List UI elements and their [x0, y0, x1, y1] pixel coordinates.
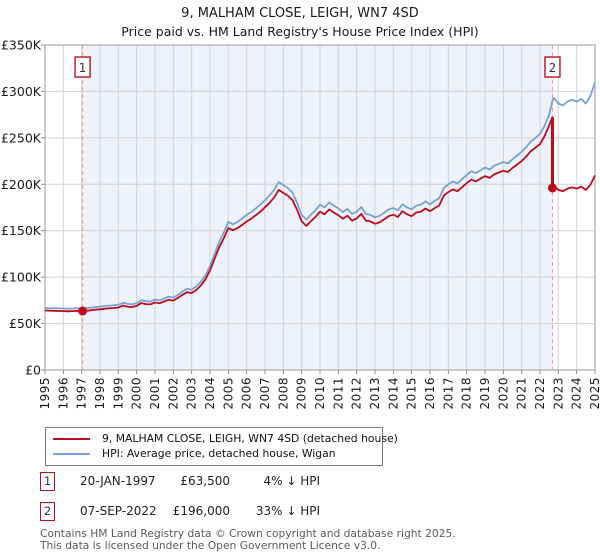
x-tick-label: 1995	[38, 377, 52, 410]
x-tick-label: 2013	[368, 377, 382, 410]
footer: Contains HM Land Registry data © Crown c…	[40, 528, 456, 551]
x-tick-label: 1998	[93, 377, 107, 410]
sale-price-2: £196,000	[172, 504, 230, 518]
sale-hpi-delta-2: 33% ↓ HPI	[255, 504, 320, 518]
footer-line-2: This data is licensed under the Open Gov…	[40, 538, 381, 552]
y-tick-label: £300K	[1, 84, 42, 99]
legend-row-hpi: HPI: Average price, detached house, Wiga…	[46, 446, 382, 461]
sale-price-1: £63,500	[180, 474, 230, 488]
x-tick-label: 1996	[56, 377, 70, 410]
page-title: 9, MALHAM CLOSE, LEIGH, WN7 4SD	[181, 6, 419, 21]
x-tick-label: 2023	[551, 377, 565, 410]
x-tick-label: 2011	[331, 377, 345, 410]
x-tick-label: 2020	[496, 377, 510, 410]
sale-flag-label-1: 1	[79, 61, 87, 75]
sale-row-2: 2 07-SEP-2022 £196,000 33% ↓ HPI	[0, 502, 600, 522]
sale-row-1: 1 20-JAN-1997 £63,500 4% ↓ HPI	[0, 472, 600, 492]
y-tick-label: £100K	[1, 270, 42, 285]
x-tick-label: 2025	[588, 377, 600, 410]
sale-marker-2	[547, 183, 557, 193]
footer-line-1: Contains HM Land Registry data © Crown c…	[40, 527, 456, 540]
y-tick-label: £350K	[1, 38, 42, 53]
price-paid-line	[44, 116, 596, 313]
price-chart-svg: 1995 1996 1997 1998 1999 2000 2001 2002 2003 2004…	[1, 38, 600, 410]
x-tick-label: 2005	[221, 377, 235, 410]
x-tick-label: 2018	[460, 377, 474, 410]
y-tick-label: £250K	[1, 130, 42, 145]
y-tick-label: £150K	[1, 223, 42, 238]
x-tick-label: 2012	[350, 377, 364, 410]
y-tick-label: £200K	[1, 177, 42, 192]
price-paid-line-swatch	[53, 437, 90, 440]
plot-border	[44, 44, 596, 371]
sale-flag-label-2: 2	[549, 61, 557, 75]
sale-flag-box-1	[74, 56, 91, 78]
legend-label-price-paid: 9, MALHAM CLOSE, LEIGH, WN7 4SD (detache…	[102, 432, 398, 445]
sale-number-badge-1: 1	[40, 472, 55, 491]
x-tick-label: 2009	[295, 377, 309, 410]
x-tick-label: 2022	[533, 377, 547, 410]
x-tick-label: 2007	[258, 377, 272, 410]
x-tick-label: 2021	[515, 377, 529, 410]
x-tick-label: 1997	[75, 377, 89, 410]
hpi-line-swatch	[53, 452, 90, 455]
x-tick-label: 2003	[185, 377, 199, 410]
x-tick-label: 2006	[240, 377, 254, 410]
legend: 9, MALHAM CLOSE, LEIGH, WN7 4SD (detache…	[45, 427, 398, 466]
x-tick-label: 2024	[570, 377, 584, 410]
y-tick-label: £50K	[9, 316, 42, 331]
x-tick-label: 2016	[423, 377, 437, 410]
x-tick-label: 1999	[111, 377, 125, 410]
x-tick-label: 2015	[405, 377, 419, 410]
x-tick-label: 2017	[441, 377, 455, 410]
sale-date-2: 07-SEP-2022	[80, 504, 157, 518]
x-tick-label: 2000	[130, 377, 144, 410]
page-subtitle: Price paid vs. HM Land Registry's House …	[121, 24, 479, 39]
sale-hpi-delta-1: 4% ↓ HPI	[263, 474, 320, 488]
sale-number-badge-2: 2	[40, 502, 55, 521]
hpi-line	[44, 81, 596, 310]
x-tick-label: 2004	[203, 377, 217, 410]
x-tick-label: 2019	[478, 377, 492, 410]
sale-date-1: 20-JAN-1997	[80, 474, 156, 488]
legend-row-price-paid: 9, MALHAM CLOSE, LEIGH, WN7 4SD (detache…	[46, 431, 398, 446]
x-tick-label: 2002	[166, 377, 180, 410]
sale-flag-box-2	[544, 56, 561, 78]
x-tick-label: 2008	[276, 377, 290, 410]
legend-label-hpi: HPI: Average price, detached house, Wiga…	[102, 447, 336, 460]
x-tick-label: 2014	[386, 377, 400, 410]
x-tick-label: 2001	[148, 377, 162, 410]
x-tick-label: 2010	[313, 377, 327, 410]
y-tick-label: £0	[25, 363, 41, 378]
sale-marker-1	[78, 306, 88, 316]
